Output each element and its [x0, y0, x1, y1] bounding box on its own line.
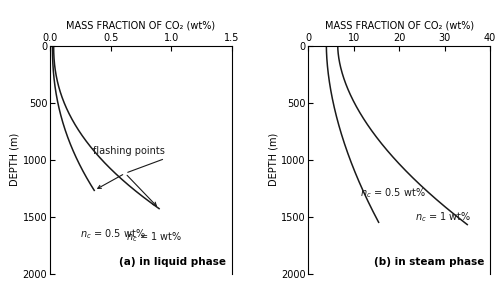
X-axis label: MASS FRACTION OF CO₂ (wt%): MASS FRACTION OF CO₂ (wt%) — [324, 21, 474, 31]
Text: $n_c$ = 0.5 wt%: $n_c$ = 0.5 wt% — [80, 227, 146, 241]
Y-axis label: DEPTH (m): DEPTH (m) — [10, 133, 20, 186]
Text: (b) in steam phase: (b) in steam phase — [374, 257, 484, 267]
Text: $n_c$ = 1 wt%: $n_c$ = 1 wt% — [126, 230, 182, 244]
X-axis label: MASS FRACTION OF CO₂ (wt%): MASS FRACTION OF CO₂ (wt%) — [66, 21, 216, 31]
Text: flashing points: flashing points — [94, 146, 165, 156]
Y-axis label: DEPTH (m): DEPTH (m) — [268, 133, 278, 186]
Text: $n_c$ = 0.5 wt%: $n_c$ = 0.5 wt% — [360, 186, 426, 199]
Text: (a) in liquid phase: (a) in liquid phase — [120, 257, 226, 267]
Text: $n_c$ = 1 wt%: $n_c$ = 1 wt% — [415, 210, 472, 223]
